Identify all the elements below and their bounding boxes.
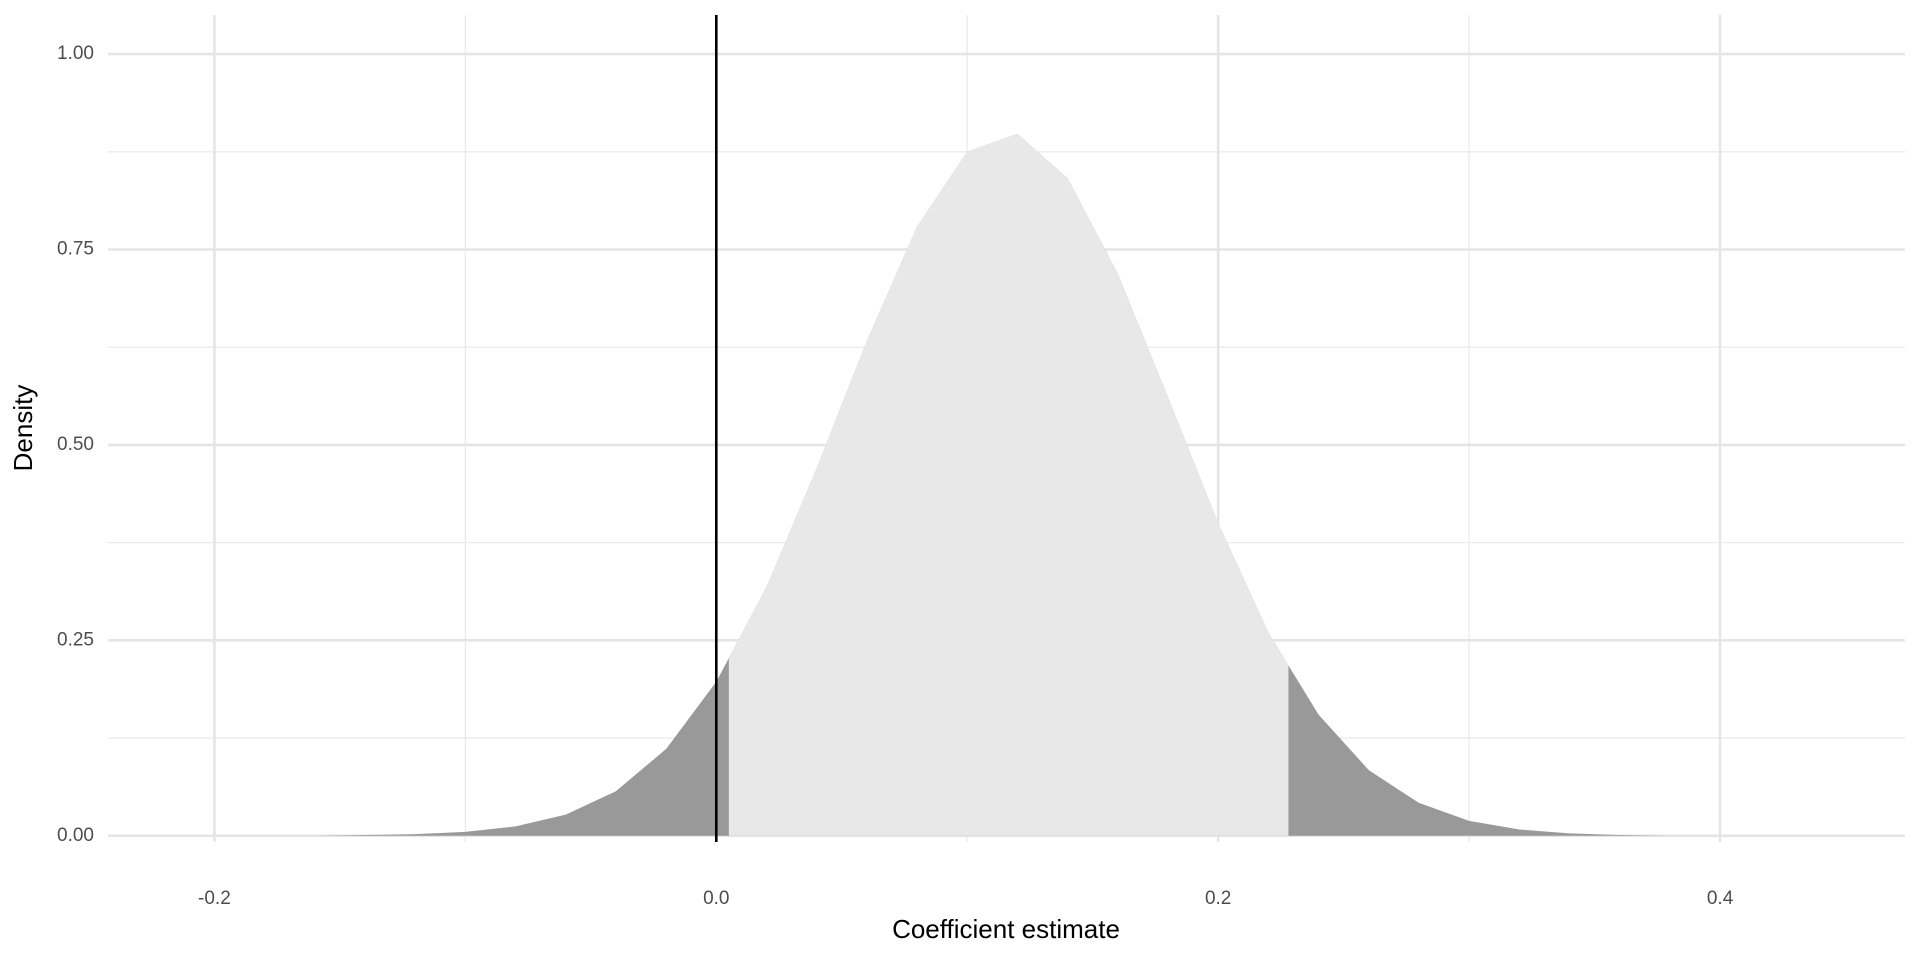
y-axis-title: Density	[8, 385, 38, 472]
x-tick-label: -0.2	[198, 888, 231, 909]
y-tick-label: 1.00	[57, 43, 94, 64]
y-tick-label: 0.75	[57, 239, 94, 260]
y-tick-label: 0.00	[57, 825, 94, 846]
y-tick-label: 0.50	[57, 434, 94, 455]
density-interval	[728, 133, 1289, 836]
x-tick-label: 0.2	[1205, 888, 1231, 909]
x-tick-label: 0.4	[1707, 888, 1734, 909]
y-tick-label: 0.25	[57, 629, 94, 650]
x-tick-label: 0.0	[703, 888, 729, 909]
x-axis-title: Coefficient estimate	[892, 914, 1120, 944]
